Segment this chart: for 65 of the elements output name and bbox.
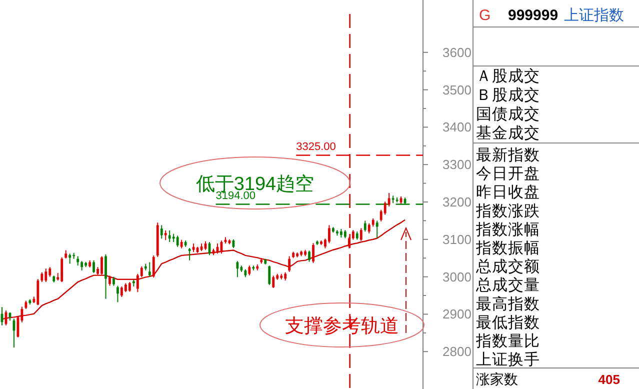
candlestick: [164, 230, 167, 241]
text: 上证指数: [564, 7, 624, 24]
candlestick: [92, 260, 95, 274]
text: 指数量比: [475, 332, 540, 350]
candlestick: [360, 228, 362, 242]
candlestick: [248, 265, 251, 276]
y-tick-label: 3600: [442, 44, 472, 60]
candlestick: [152, 254, 155, 278]
text: 今日开盘: [476, 166, 540, 183]
candlestick: [272, 275, 275, 289]
text: Ｂ股成交: [476, 86, 540, 104]
text: 总成交量: [475, 276, 540, 294]
candlestick: [60, 256, 64, 283]
candlestick: [268, 265, 271, 286]
y-tick-label: 3200: [442, 194, 472, 210]
text: 指数振幅: [475, 239, 540, 257]
candlestick: [288, 256, 291, 272]
text: G: [479, 7, 491, 24]
candlestick: [108, 275, 111, 286]
candlestick: [116, 285, 119, 303]
text: 国债成交: [476, 105, 540, 123]
y-tick-label: 3500: [442, 82, 472, 98]
candlestick: [176, 235, 179, 248]
y-tick-label: 3300: [442, 157, 472, 172]
y-tick-label: 3100: [442, 232, 472, 247]
candlestick: [76, 256, 80, 266]
candlestick: [44, 268, 48, 283]
text: 指数涨幅: [475, 220, 540, 238]
annotation: 支撑参考轨道: [285, 316, 399, 337]
text: 最新指数: [476, 146, 540, 164]
text: 最低指数: [476, 313, 540, 332]
candlestick: [120, 286, 123, 298]
text: 最高指数: [476, 294, 540, 313]
candlestick: [312, 242, 314, 264]
candlestick: [364, 220, 366, 232]
text: Ａ股成交: [476, 67, 540, 85]
y-tick-label: 3000: [442, 269, 472, 284]
candlestick: [328, 224, 330, 244]
text: 999999: [508, 7, 558, 24]
text: 405: [598, 372, 620, 387]
text: 总成交额: [475, 258, 540, 276]
candlestick: [148, 262, 151, 278]
y-tick-label: 2800: [442, 344, 472, 360]
candlestick: [80, 260, 84, 271]
y-tick-label: 3400: [442, 120, 472, 135]
ref-line-label: 3325.00: [296, 141, 336, 154]
candlestick: [48, 266, 52, 278]
candlestick: [368, 222, 370, 234]
y-tick-label: 2900: [442, 306, 472, 322]
candlestick: [376, 220, 378, 239]
candlestick: [236, 260, 239, 278]
candlestick: [68, 253, 72, 264]
candlestick: [308, 250, 310, 262]
text: 上证换手: [476, 350, 540, 369]
candlestick: [160, 224, 163, 240]
candlestick: [100, 256, 103, 276]
candlestick: [40, 272, 44, 283]
candlestick: [128, 282, 131, 292]
text: 基金成交: [476, 124, 540, 142]
text: 指数涨跌: [475, 202, 540, 220]
text: 涨家数: [476, 371, 518, 387]
text: 昨日收盘: [476, 184, 540, 202]
candlestick: [104, 254, 107, 300]
candlestick: [36, 278, 40, 306]
candlestick: [168, 230, 171, 243]
